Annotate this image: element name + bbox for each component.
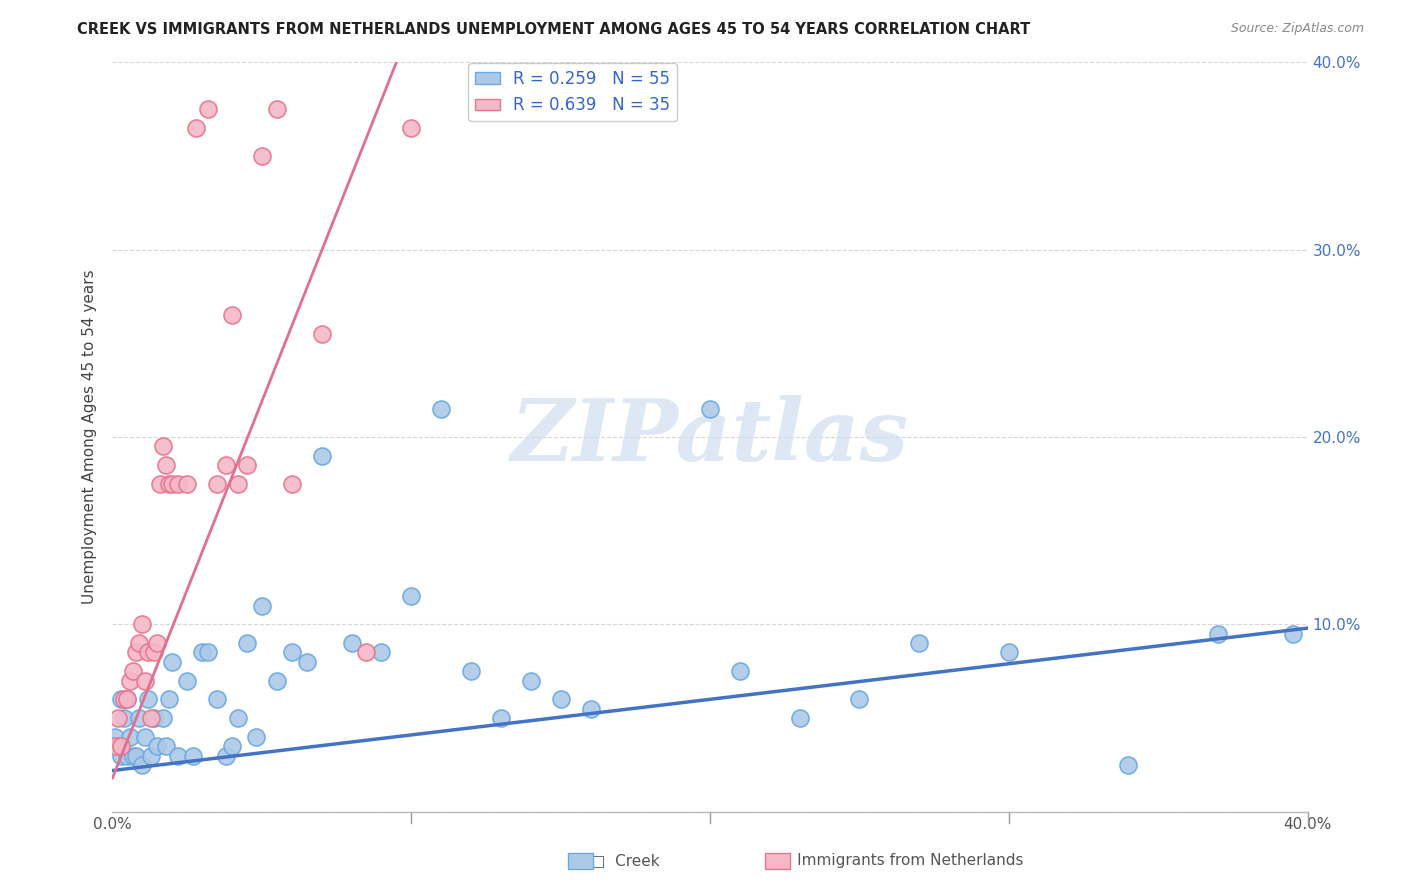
Point (141, 711, 163, 725)
Point (114, 711, 135, 725)
Point (107, 739, 129, 753)
Point (110, 739, 132, 753)
Point (221, 308, 243, 322)
Point (104, 730, 127, 744)
Point (460, 664, 482, 679)
Point (226, 711, 249, 725)
Point (128, 711, 150, 725)
Point (1206, 626, 1229, 640)
Point (149, 476, 172, 491)
Point (250, 149, 273, 163)
Point (1118, 758, 1140, 772)
Point (162, 476, 183, 491)
Point (699, 401, 721, 416)
Point (998, 646, 1021, 660)
Point (197, 102, 219, 116)
Point (114, 692, 135, 706)
Legend: R = 0.259   N = 55, R = 0.639   N = 35: R = 0.259 N = 55, R = 0.639 N = 35 (468, 63, 678, 121)
Point (131, 617, 153, 632)
Point (1281, 626, 1303, 640)
Point (138, 646, 160, 660)
Point (356, 646, 378, 660)
Point (266, 673, 288, 688)
Point (176, 476, 198, 491)
Point (370, 646, 392, 660)
Text: Source: ZipAtlas.com: Source: ZipAtlas.com (1230, 22, 1364, 36)
Point (250, 599, 273, 613)
Point (134, 673, 156, 688)
Point (155, 458, 177, 473)
Point (120, 673, 142, 688)
Point (146, 739, 169, 753)
Point (131, 758, 153, 772)
Point (110, 748, 132, 763)
Point (401, 120, 423, 135)
Point (122, 664, 145, 679)
Point (295, 655, 318, 669)
Point (266, 102, 288, 116)
Point (104, 739, 127, 753)
Point (167, 476, 190, 491)
Point (215, 458, 238, 473)
Point (236, 636, 259, 650)
Point (141, 748, 163, 763)
Point (489, 711, 512, 725)
Point (205, 476, 228, 491)
Text: □  Creek: □ Creek (591, 854, 659, 868)
Point (550, 692, 572, 706)
Point (340, 636, 363, 650)
Point (134, 730, 156, 744)
Point (311, 326, 333, 341)
Point (848, 692, 870, 706)
Point (117, 692, 139, 706)
Point (138, 692, 160, 706)
Point (728, 664, 751, 679)
Point (191, 646, 214, 660)
Point (157, 476, 180, 491)
Point (143, 646, 166, 660)
Point (125, 646, 148, 660)
Point (215, 748, 238, 763)
Point (162, 655, 183, 669)
Point (152, 440, 174, 453)
Point (908, 636, 931, 650)
Point (176, 673, 198, 688)
Point (143, 711, 166, 725)
Point (226, 476, 249, 491)
Point (281, 646, 304, 660)
Text: □  Immigrants from Netherlands: □ Immigrants from Netherlands (773, 854, 1024, 868)
Point (157, 692, 180, 706)
Point (125, 748, 148, 763)
Point (110, 692, 132, 706)
Point (197, 646, 219, 660)
Point (117, 748, 139, 763)
Point (520, 673, 543, 688)
Text: ZIPatlas: ZIPatlas (510, 395, 910, 479)
Point (430, 401, 453, 416)
Point (281, 476, 304, 491)
Point (107, 711, 129, 725)
Text: CREEK VS IMMIGRANTS FROM NETHERLANDS UNEMPLOYMENT AMONG AGES 45 TO 54 YEARS CORR: CREEK VS IMMIGRANTS FROM NETHERLANDS UNE… (77, 22, 1031, 37)
Y-axis label: Unemployment Among Ages 45 to 54 years: Unemployment Among Ages 45 to 54 years (82, 269, 97, 605)
Point (122, 748, 145, 763)
Point (236, 458, 259, 473)
Point (181, 748, 204, 763)
Point (152, 711, 174, 725)
Point (579, 701, 602, 715)
Point (146, 636, 169, 650)
Point (221, 739, 243, 753)
Point (186, 120, 208, 135)
Point (245, 730, 267, 744)
Point (401, 590, 423, 604)
Point (789, 711, 811, 725)
Point (167, 748, 190, 763)
Point (120, 730, 142, 744)
Point (155, 739, 177, 753)
Point (205, 692, 228, 706)
Point (311, 449, 333, 463)
Point (117, 692, 139, 706)
Point (128, 636, 150, 650)
